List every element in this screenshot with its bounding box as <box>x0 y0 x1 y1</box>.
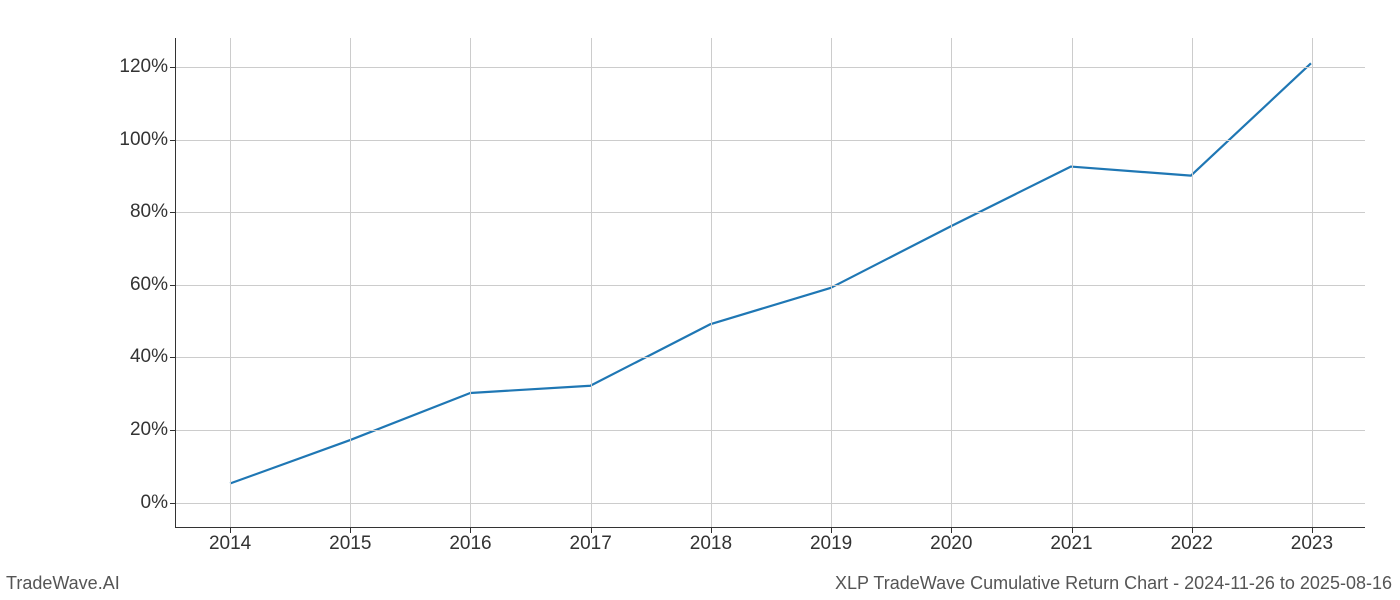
gridline-horizontal <box>176 430 1365 431</box>
xtick-label: 2023 <box>1291 527 1333 555</box>
return-chart: 0% 20% 40% 60% 80% 100% 120% 2014 2015 2016 2017 20… <box>0 0 1400 600</box>
gridline-vertical <box>711 38 712 527</box>
xtick-label: 2020 <box>930 527 972 555</box>
ytick-label: 120% <box>119 56 176 78</box>
xtick-label: 2015 <box>329 527 371 555</box>
gridline-vertical <box>470 38 471 527</box>
ytick-label: 80% <box>130 201 176 223</box>
gridline-vertical <box>350 38 351 527</box>
xtick-label: 2019 <box>810 527 852 555</box>
gridline-horizontal <box>176 140 1365 141</box>
footer-left-label: TradeWave.AI <box>6 573 120 594</box>
plot-area: 0%20%40%60%80%100%120%201420152016201720… <box>175 38 1365 528</box>
footer-right-label: XLP TradeWave Cumulative Return Chart - … <box>835 573 1392 594</box>
ytick-label: 20% <box>130 419 176 441</box>
xtick-label: 2017 <box>570 527 612 555</box>
gridline-vertical <box>1312 38 1313 527</box>
gridline-horizontal <box>176 285 1365 286</box>
gridline-horizontal <box>176 212 1365 213</box>
xtick-label: 2016 <box>449 527 491 555</box>
line-series-svg <box>176 38 1365 527</box>
series-line-cumulative_return <box>230 63 1311 483</box>
gridline-horizontal <box>176 357 1365 358</box>
xtick-label: 2018 <box>690 527 732 555</box>
xtick-label: 2014 <box>209 527 251 555</box>
ytick-label: 0% <box>141 492 176 514</box>
ytick-label: 60% <box>130 274 176 296</box>
gridline-vertical <box>230 38 231 527</box>
xtick-label: 2021 <box>1050 527 1092 555</box>
ytick-label: 100% <box>119 129 176 151</box>
gridline-vertical <box>591 38 592 527</box>
gridline-vertical <box>1192 38 1193 527</box>
gridline-horizontal <box>176 503 1365 504</box>
gridline-vertical <box>831 38 832 527</box>
gridline-horizontal <box>176 67 1365 68</box>
gridline-vertical <box>951 38 952 527</box>
xtick-label: 2022 <box>1171 527 1213 555</box>
gridline-vertical <box>1072 38 1073 527</box>
ytick-label: 40% <box>130 346 176 368</box>
